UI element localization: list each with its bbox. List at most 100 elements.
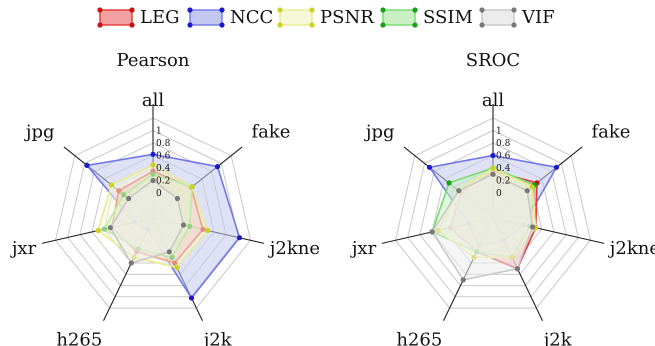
tick-label: 1 — [156, 127, 162, 137]
legend-marker — [479, 22, 485, 28]
data-point — [514, 266, 521, 272]
data-point — [529, 184, 535, 190]
legend-marker — [309, 22, 315, 28]
data-point — [189, 184, 195, 190]
legend-marker — [277, 7, 283, 13]
legend-marker — [380, 7, 386, 13]
legend-item-psnr: PSNR — [277, 7, 374, 28]
legend-label: SSIM — [423, 7, 473, 28]
legend: LEG NCC PSNR SSIM VIF — [97, 7, 555, 28]
legend-swatch — [99, 9, 133, 26]
axis-label-jpg: jpg — [364, 121, 395, 142]
legend-label: PSNR — [320, 7, 374, 28]
series-area — [109, 179, 185, 264]
data-point — [174, 195, 180, 202]
tick-label: 0.4 — [496, 164, 511, 174]
data-point — [429, 229, 435, 235]
data-point — [188, 295, 195, 301]
data-point — [530, 224, 536, 230]
data-point — [490, 165, 496, 171]
data-point — [524, 188, 530, 194]
legend-swatch — [279, 9, 313, 26]
legend-marker — [479, 7, 485, 13]
legend-marker — [380, 22, 386, 28]
legend-marker — [309, 7, 315, 13]
axis-label-h265: h265 — [56, 330, 102, 346]
legend-marker — [129, 7, 135, 13]
legend-marker — [187, 22, 193, 28]
legend-marker — [412, 22, 418, 28]
tick-label: 0.8 — [496, 139, 511, 149]
axis-label-j2k: j2k — [542, 330, 573, 346]
data-point — [84, 162, 90, 168]
data-point — [490, 171, 496, 177]
series-vif — [107, 177, 187, 266]
data-point — [456, 188, 462, 194]
data-point — [108, 182, 115, 188]
data-point — [426, 164, 433, 170]
grid-ring — [54, 117, 252, 309]
data-point — [446, 180, 452, 186]
tick-label: 0.2 — [496, 177, 510, 187]
grid-ring — [407, 129, 579, 298]
data-point — [180, 222, 187, 228]
legend-marker — [412, 7, 418, 13]
legend-marker — [511, 22, 517, 28]
legend-marker — [97, 22, 103, 28]
grid-ring — [419, 142, 567, 287]
data-point — [107, 225, 113, 231]
data-point — [128, 260, 134, 266]
data-point — [214, 164, 221, 170]
series-area — [431, 173, 534, 281]
tick-label: 0 — [496, 189, 502, 199]
series-vif — [429, 171, 536, 283]
tick-label: 0.4 — [156, 164, 171, 174]
axis-label-all: all — [142, 90, 164, 111]
axis-label-j2k: j2k — [202, 330, 233, 346]
radar-chart-sroc: 0 0.2 0.4 0.6 0.8 1 all fake j2kne j2k h265 jxr jpg S… — [350, 50, 655, 346]
data-point — [553, 164, 560, 170]
data-point — [205, 227, 211, 234]
axis-label-all: all — [482, 90, 504, 111]
legend-label: NCC — [230, 7, 273, 28]
data-point — [174, 265, 180, 271]
legend-marker — [97, 7, 103, 13]
tick-label: 1 — [496, 127, 502, 137]
data-point — [236, 235, 243, 241]
axis-label-fake: fake — [252, 121, 291, 142]
axis-label-jxr: jxr — [350, 238, 377, 259]
tick-label: 0.6 — [156, 152, 171, 162]
legend-item-leg: LEG — [97, 7, 179, 28]
data-point — [150, 151, 156, 157]
legend-marker — [219, 7, 225, 13]
legend-swatch — [382, 9, 416, 26]
data-point — [150, 177, 156, 184]
legend-marker — [129, 22, 135, 28]
axis-label-jxr: jxr — [10, 238, 37, 259]
tick-label: 0.2 — [156, 177, 170, 187]
data-point — [126, 195, 132, 202]
legend-marker — [511, 7, 517, 13]
legend-swatch — [481, 9, 515, 26]
axis-label-h265: h265 — [396, 330, 442, 346]
axis-label-j2kne: j2kne — [268, 238, 320, 259]
tick-label: 0.8 — [156, 139, 171, 149]
grid-ring — [394, 117, 592, 309]
tick-label: 0.6 — [496, 152, 511, 162]
chart-title: SROC — [466, 50, 520, 71]
legend-item-vif: VIF — [479, 7, 555, 28]
chart-title: Pearson — [117, 50, 190, 71]
data-point — [166, 249, 172, 255]
radar-chart-pearson: 0 0.2 0.4 0.6 0.8 1 all fake j2kne j2k h265 jxr jpg P… — [10, 50, 320, 346]
legend-swatch — [189, 9, 223, 26]
axis-label-jpg: jpg — [24, 121, 55, 142]
data-point — [95, 227, 101, 234]
legend-marker — [277, 22, 283, 28]
data-point — [490, 152, 496, 159]
data-point — [460, 277, 466, 283]
legend-marker — [219, 22, 225, 28]
legend-label: LEG — [140, 7, 179, 28]
legend-item-ssim: SSIM — [380, 7, 473, 28]
axis-label-j2kne: j2kne — [608, 238, 655, 259]
